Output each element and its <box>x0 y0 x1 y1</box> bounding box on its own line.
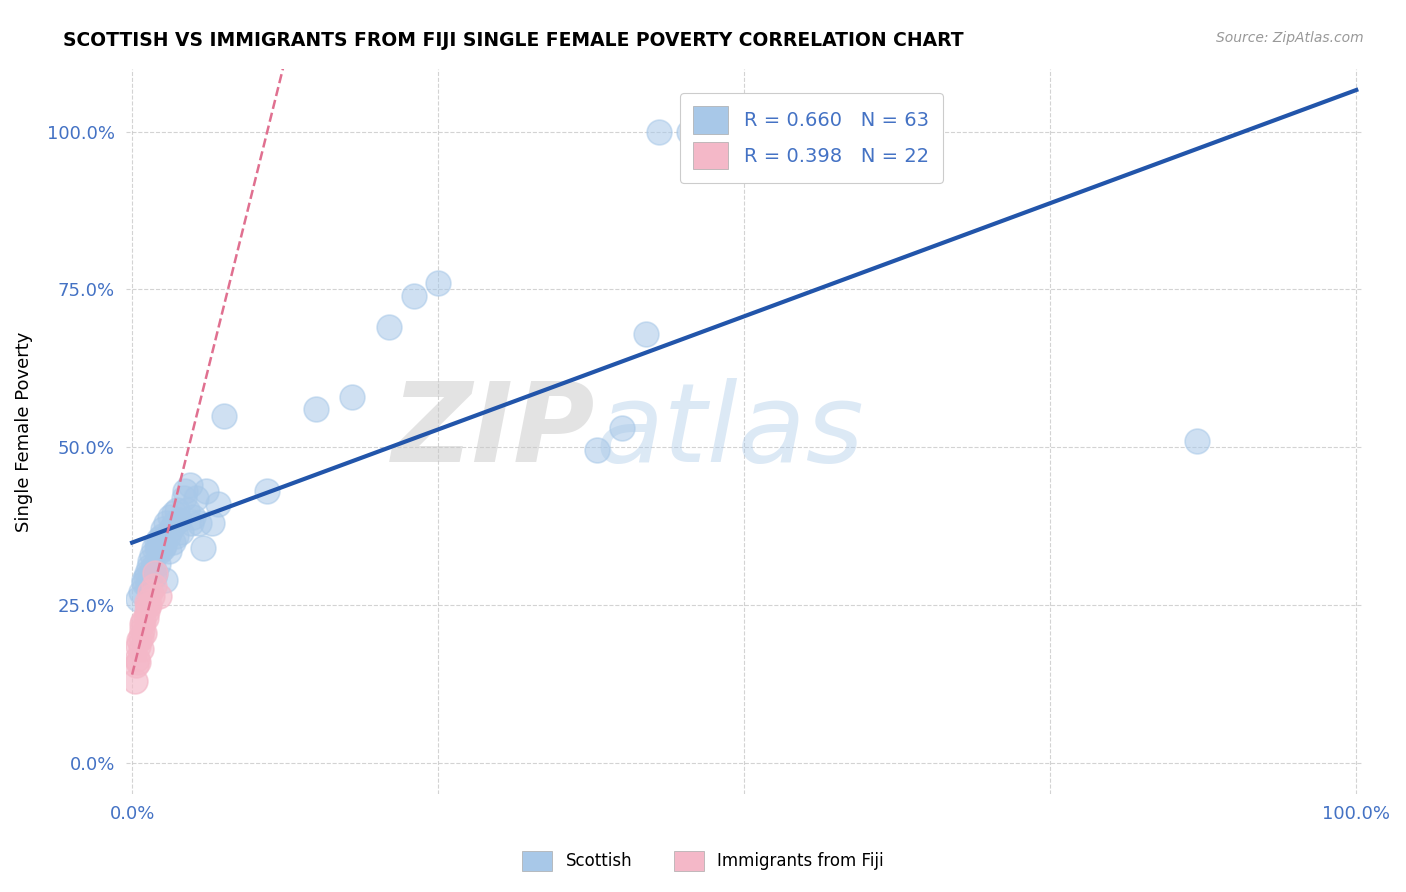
Point <box>145 566 167 581</box>
Point <box>143 541 166 556</box>
Point <box>127 591 149 606</box>
Point <box>129 630 152 644</box>
Point <box>139 554 162 568</box>
Point <box>146 557 169 571</box>
Point <box>129 585 152 599</box>
Point <box>132 614 155 628</box>
Point <box>125 651 148 665</box>
Point <box>256 484 278 499</box>
Point <box>148 589 170 603</box>
Point <box>184 491 207 505</box>
Point <box>124 673 146 688</box>
Point <box>136 579 159 593</box>
Text: SCOTTISH VS IMMIGRANTS FROM FIJI SINGLE FEMALE POVERTY CORRELATION CHART: SCOTTISH VS IMMIGRANTS FROM FIJI SINGLE … <box>63 31 965 50</box>
Point <box>153 538 176 552</box>
Point <box>143 579 166 593</box>
Text: Source: ZipAtlas.com: Source: ZipAtlas.com <box>1216 31 1364 45</box>
Point <box>139 585 162 599</box>
Point <box>136 598 159 612</box>
Legend: R = 0.660   N = 63, R = 0.398   N = 22: R = 0.660 N = 63, R = 0.398 N = 22 <box>679 93 942 183</box>
Point <box>141 589 163 603</box>
Point <box>142 560 165 574</box>
Point <box>157 544 180 558</box>
Point <box>179 478 201 492</box>
Point <box>127 639 149 653</box>
Point <box>165 528 187 542</box>
Point <box>134 626 156 640</box>
Point <box>156 528 179 542</box>
Point <box>129 642 152 657</box>
Point <box>143 569 166 583</box>
Point <box>194 484 217 499</box>
Point <box>1185 434 1208 448</box>
Point <box>152 541 174 556</box>
Point <box>145 535 167 549</box>
Point <box>128 632 150 647</box>
Point <box>138 560 160 574</box>
Point <box>160 522 183 536</box>
Point <box>207 497 229 511</box>
Point <box>402 289 425 303</box>
Point <box>139 569 162 583</box>
Point <box>342 390 364 404</box>
Point <box>201 516 224 530</box>
Point <box>167 513 190 527</box>
Point <box>148 532 170 546</box>
Point <box>153 573 176 587</box>
Point <box>173 484 195 499</box>
Y-axis label: Single Female Poverty: Single Female Poverty <box>15 331 32 532</box>
Point <box>173 491 195 505</box>
Text: ZIP: ZIP <box>392 378 596 485</box>
Point <box>152 522 174 536</box>
Point <box>145 541 167 556</box>
Point <box>131 624 153 638</box>
Text: atlas: atlas <box>596 378 865 485</box>
Point <box>678 125 700 139</box>
Point <box>155 516 177 530</box>
Point <box>159 509 181 524</box>
Point <box>135 610 157 624</box>
Point <box>191 541 214 556</box>
Point <box>135 604 157 618</box>
Point <box>134 576 156 591</box>
Point <box>427 276 450 290</box>
Point <box>131 616 153 631</box>
Point <box>188 516 211 530</box>
Point <box>145 566 167 581</box>
Point <box>162 535 184 549</box>
Point <box>135 566 157 581</box>
Point <box>378 320 401 334</box>
Point <box>163 516 186 530</box>
Point <box>141 548 163 562</box>
Legend: Scottish, Immigrants from Fiji: Scottish, Immigrants from Fiji <box>513 842 893 880</box>
Point <box>134 573 156 587</box>
Point <box>135 595 157 609</box>
Point <box>135 569 157 583</box>
Point <box>127 655 149 669</box>
Point <box>138 598 160 612</box>
Point <box>180 516 202 530</box>
Point <box>183 509 205 524</box>
Point <box>647 125 669 139</box>
Point <box>170 525 193 540</box>
Point <box>149 544 172 558</box>
Point <box>636 326 658 341</box>
Point <box>163 507 186 521</box>
Point <box>148 541 170 556</box>
Point <box>586 443 609 458</box>
Point <box>212 409 235 423</box>
Point <box>166 503 188 517</box>
Point <box>125 657 148 672</box>
Point <box>150 528 173 542</box>
Point <box>176 503 198 517</box>
Point <box>610 421 633 435</box>
Point <box>305 402 328 417</box>
